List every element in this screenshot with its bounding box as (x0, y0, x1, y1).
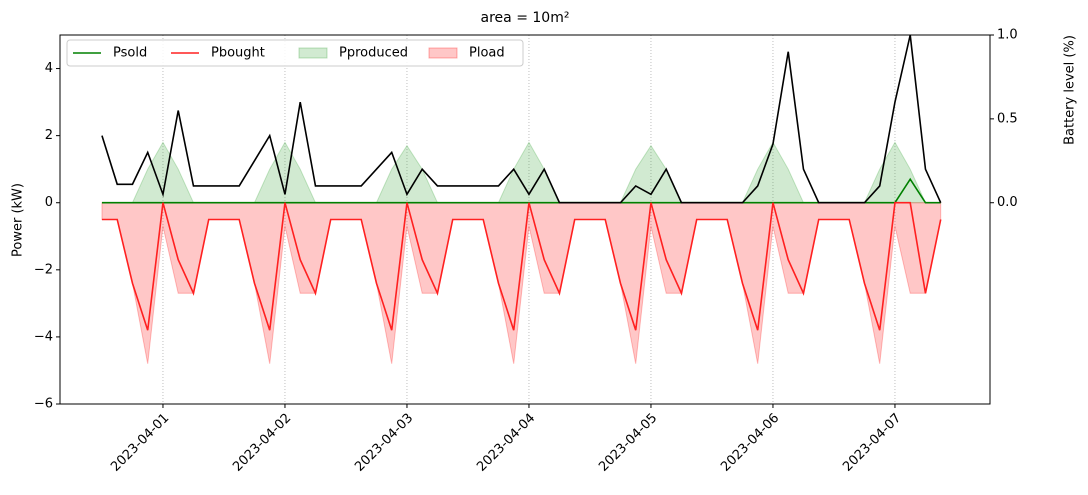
plot-frame (59, 34, 991, 405)
y-tick-label: −4 (34, 329, 53, 344)
line (101, 201, 942, 331)
legend-label: Psold (113, 46, 147, 61)
legend-label: Pbought (211, 46, 265, 61)
y-tick-label: 2 (45, 128, 53, 143)
y-tick-label: −2 (34, 262, 53, 277)
legend-label: Pproduced (339, 46, 408, 61)
legend-box (66, 39, 524, 67)
y2-axis-label: Battery level (%) (1063, 35, 1078, 145)
chart-title: area = 10m² (481, 10, 570, 26)
x-tick-label: 2023-04-01 (108, 411, 172, 475)
y2-tick-label: 0.0 (997, 195, 1018, 210)
y-tick-label: −6 (34, 397, 53, 412)
x-tick-label: 2023-04-03 (352, 411, 416, 475)
y-tick-label: 4 (45, 61, 53, 76)
y2-tick-label: 0.5 (997, 111, 1018, 126)
line (101, 177, 941, 204)
line (101, 34, 942, 204)
x-tick-label: 2023-04-06 (718, 411, 782, 475)
legend: Psold Pbought Pproduced Pload (66, 39, 524, 67)
x-tick-label: 2023-04-05 (596, 411, 660, 475)
x-tick-label: 2023-04-02 (230, 411, 294, 475)
area (101, 202, 942, 364)
x-tick-label: 2023-04-07 (840, 411, 904, 475)
y-tick-label: 0 (45, 195, 53, 210)
y-axis-label: Power (kW) (11, 183, 26, 257)
legend-swatch (298, 47, 328, 59)
legend-swatch (428, 47, 458, 59)
x-tick-label: 2023-04-04 (474, 411, 538, 475)
legend-label: Pload (469, 46, 505, 61)
y2-tick-label: 1.0 (997, 28, 1018, 43)
